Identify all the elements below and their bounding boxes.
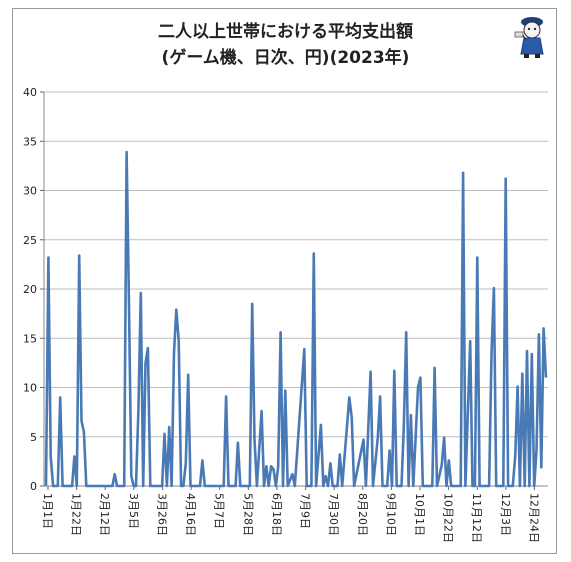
x-tick-label: 9月10日 bbox=[384, 493, 397, 536]
series-line bbox=[44, 150, 548, 488]
y-tick-label: 10 bbox=[23, 382, 37, 395]
x-tick-label: 7月30日 bbox=[327, 493, 340, 536]
chart-title-line1: 二人以上世帯における平均支出額 bbox=[158, 22, 413, 42]
x-tick-label: 11月12日 bbox=[470, 493, 483, 543]
y-tick-label: 5 bbox=[30, 431, 37, 444]
y-tick-label: 40 bbox=[23, 86, 37, 99]
x-tick-label: 6月18日 bbox=[270, 493, 283, 536]
x-tick-label: 12月3日 bbox=[499, 493, 512, 536]
x-tick-label: 12月24日 bbox=[527, 493, 540, 543]
gridlines bbox=[44, 91, 548, 438]
y-tick-label: 30 bbox=[23, 185, 37, 198]
x-tick-label: 8月20日 bbox=[356, 493, 369, 536]
x-tick-label: 5月7日 bbox=[213, 493, 226, 529]
x-tick-label: 10月22日 bbox=[442, 493, 455, 543]
y-tick-label: 0 bbox=[30, 480, 37, 493]
x-tick-label: 1月1日 bbox=[41, 493, 54, 529]
y-tick-label: 35 bbox=[23, 135, 37, 148]
x-tick-label: 4月16日 bbox=[184, 493, 197, 536]
y-tick-label: 20 bbox=[23, 283, 37, 296]
chart-title-line2: (ゲーム機、日次、円)(2023年) bbox=[161, 48, 410, 68]
x-tick-label: 5月28日 bbox=[241, 493, 254, 536]
x-tick-label: 3月26日 bbox=[155, 493, 168, 536]
y-axis-ticks: 0 5 10 15 20 25 30 35 40 bbox=[23, 86, 44, 493]
x-tick-label: 10月1日 bbox=[413, 493, 426, 536]
x-tick-label: 7月9日 bbox=[299, 493, 312, 529]
mascot-illustration bbox=[514, 17, 544, 58]
y-tick-label: 25 bbox=[23, 234, 37, 247]
x-tick-label: 2月12日 bbox=[98, 493, 111, 536]
x-tick-label: 1月22日 bbox=[70, 493, 83, 536]
x-axis-ticks: 1月1日 1月22日 2月12日 3月5日 3月26日 4月16日 5月7日 5月28日 6月1… bbox=[41, 486, 540, 543]
y-tick-label: 15 bbox=[23, 332, 37, 345]
x-tick-label: 3月5日 bbox=[127, 493, 140, 529]
